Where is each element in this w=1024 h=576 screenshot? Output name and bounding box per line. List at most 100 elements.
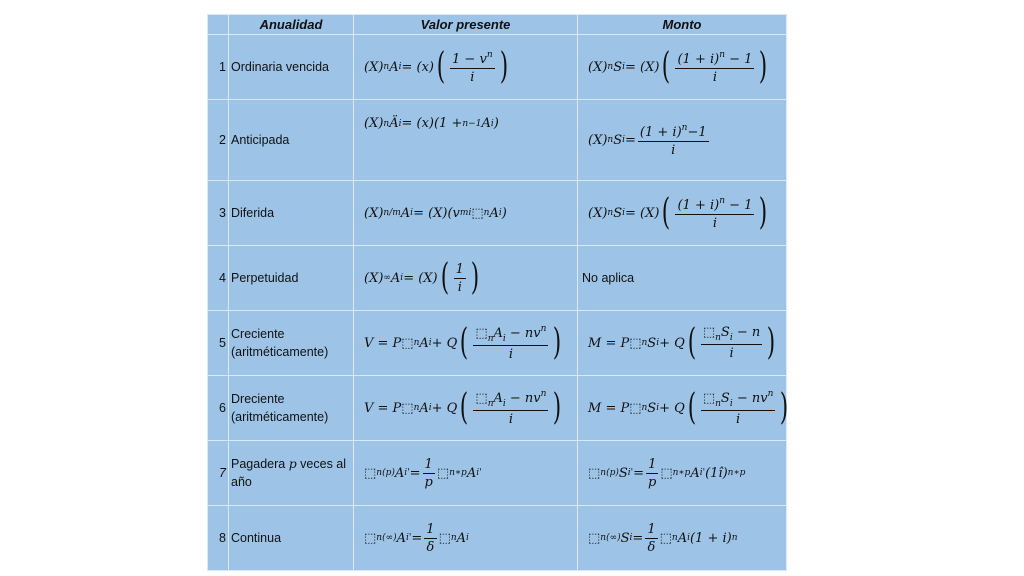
annuity-formula-table: Anualidad Valor presente Monto 1 Ordinari… — [207, 14, 789, 571]
math-text: (1 + i) — [689, 530, 732, 546]
subscript: n — [483, 208, 490, 218]
math-text: i — [712, 69, 718, 85]
fraction: ⬚nAi − nvn i — [473, 324, 549, 362]
math-text: δ — [426, 539, 435, 555]
superscript: n — [719, 49, 726, 60]
superscript: n — [486, 49, 493, 60]
math-text: ⬚ — [364, 465, 377, 481]
subscript: i' — [699, 468, 706, 478]
denominator: p — [425, 474, 433, 490]
numerator: 1 — [453, 262, 466, 279]
subscript: n — [715, 333, 721, 343]
subscript: i — [629, 533, 633, 543]
math-text: (X) — [588, 205, 608, 221]
right-paren: ) — [553, 387, 562, 428]
math-text: i — [712, 215, 718, 231]
math-text: A — [390, 270, 401, 286]
left-paren: ( — [687, 387, 697, 428]
math-text: ) — [493, 116, 499, 131]
denominator: p — [648, 474, 656, 490]
subscript: n — [671, 533, 678, 543]
math-text: A — [677, 530, 688, 546]
denominator: i — [736, 411, 740, 427]
numerator: (1 + i)n − 1 — [675, 196, 755, 215]
denominator: i — [509, 346, 513, 362]
math-text: S — [720, 391, 730, 406]
subscript: i — [466, 533, 469, 543]
anualidad-label: Pagadera p veces al año — [228, 440, 354, 506]
label-text: veces al año — [231, 456, 347, 489]
right-paren: ) — [499, 46, 508, 87]
label-text: Continua — [231, 530, 282, 545]
denominator: i — [509, 411, 513, 427]
denominator: δ — [648, 539, 656, 555]
monto-text: No aplica — [582, 271, 635, 285]
math-text: = — [632, 530, 644, 546]
label-text: p — [288, 455, 297, 471]
header-num — [207, 14, 229, 35]
superscript: n — [681, 122, 688, 133]
numerator: 1 — [424, 522, 437, 539]
monto-cell: No aplica — [577, 245, 787, 311]
math-text: S — [618, 465, 628, 481]
math-text: − 1 — [725, 51, 753, 67]
math-text: A — [396, 530, 407, 546]
denominator: i — [713, 69, 717, 85]
header-monto: Monto — [577, 14, 787, 35]
math-text: 1 − v — [452, 51, 487, 67]
subscript: n — [487, 399, 494, 409]
superscript: n — [731, 533, 738, 543]
subscript: n — [413, 338, 420, 348]
numerator: ⬚nSi − n — [700, 325, 763, 345]
math-text: S — [647, 335, 657, 351]
numerator: (1 + i)n − 1 — [675, 49, 755, 69]
subscript: i — [490, 118, 494, 129]
math-text: i — [457, 279, 462, 295]
subscript: i — [398, 118, 402, 129]
row-number: 4 — [207, 245, 229, 311]
math-text: + Q — [431, 335, 458, 351]
subscript: i — [729, 333, 733, 343]
math-text: A — [400, 205, 411, 221]
math-text: ⬚ — [475, 391, 488, 406]
math-text: ⬚ — [475, 326, 488, 341]
math-text: M = P⬚ — [588, 400, 642, 416]
row-number: 5 — [207, 310, 229, 376]
math-text: − n — [732, 325, 761, 340]
math-text: −1 — [687, 124, 707, 140]
right-paren: ) — [759, 192, 768, 233]
math-text: S — [613, 59, 623, 75]
math-text: p — [648, 474, 657, 490]
subscript: i — [428, 403, 432, 413]
numerator: 1 − vn — [450, 50, 495, 69]
math-text: ⬚ — [588, 530, 601, 546]
math-text: S — [720, 325, 730, 340]
fraction: ⬚nSi − nvn i — [700, 389, 776, 427]
subscript: i — [656, 338, 660, 348]
math-text: ⬚ — [471, 205, 484, 221]
row-number: 1 — [207, 34, 229, 100]
math-text: 1 — [648, 456, 657, 472]
row-number: 7 — [207, 440, 229, 506]
subscript: n — [607, 135, 614, 145]
left-paren: ( — [662, 46, 671, 87]
superscript: n — [540, 389, 547, 399]
subscript: n — [641, 338, 648, 348]
subscript: i' — [406, 533, 412, 543]
